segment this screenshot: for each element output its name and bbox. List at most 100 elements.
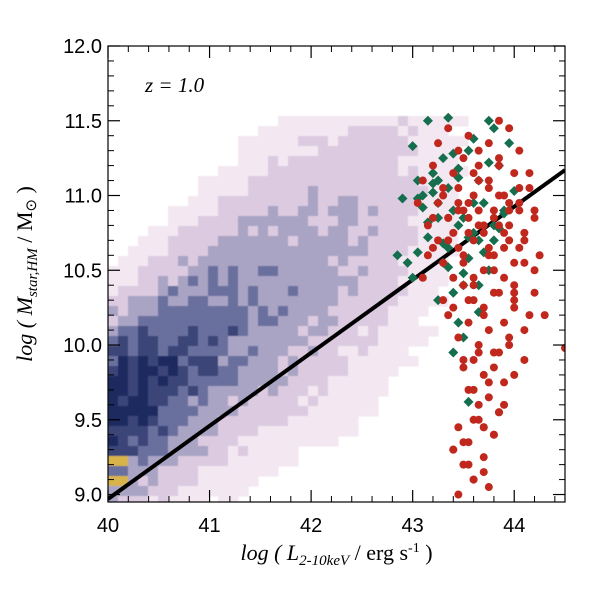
density-cell (188, 376, 199, 387)
density-cell (258, 246, 269, 257)
density-cell (158, 316, 169, 327)
density-cell (308, 406, 319, 417)
density-cell (138, 246, 149, 257)
density-cell (188, 276, 199, 287)
density-cell (178, 456, 189, 467)
red-circle-point (484, 176, 493, 185)
density-cell (408, 306, 419, 317)
density-cell (208, 176, 219, 187)
density-cell (428, 146, 439, 157)
density-cell (128, 446, 139, 457)
red-circle-point (469, 236, 478, 245)
density-cell (168, 276, 179, 287)
density-cell (278, 376, 289, 387)
density-cell (398, 126, 409, 137)
density-cell (148, 226, 159, 237)
density-cell (438, 136, 449, 147)
density-cell (138, 476, 149, 487)
density-cell (128, 296, 139, 307)
density-cell (378, 286, 389, 297)
density-cell (298, 326, 309, 337)
density-cell (138, 416, 149, 427)
density-cell (168, 456, 179, 467)
density-cell (168, 416, 179, 427)
density-cell (258, 376, 269, 387)
density-cell (378, 216, 389, 227)
density-cell (448, 156, 459, 167)
density-cell (158, 226, 169, 237)
density-cell (168, 436, 179, 447)
density-cell (408, 146, 419, 157)
density-cell (108, 386, 119, 397)
red-circle-point (494, 408, 503, 417)
x-label-unit: / erg s (349, 540, 408, 565)
density-cell (158, 466, 169, 477)
density-cell (278, 236, 289, 247)
density-cell (238, 336, 249, 347)
density-cell (198, 296, 209, 307)
density-cell (418, 326, 429, 337)
density-cell (168, 476, 179, 487)
density-cell (328, 406, 339, 417)
density-cell (248, 466, 259, 477)
density-cell (168, 296, 179, 307)
density-cell (208, 326, 219, 337)
density-cell (238, 286, 249, 297)
density-cell (178, 426, 189, 437)
density-cell (258, 286, 269, 297)
red-circle-point (454, 333, 463, 342)
density-cell (328, 176, 339, 187)
density-cell (438, 266, 449, 277)
density-cell (278, 386, 289, 397)
red-circle-point (474, 400, 483, 409)
density-cell (278, 186, 289, 197)
density-cell (328, 226, 339, 237)
density-cell (238, 406, 249, 417)
density-cell (208, 256, 219, 267)
density-cell (428, 266, 439, 277)
green-diamond-point (427, 187, 438, 198)
density-cell (298, 166, 309, 177)
density-cell (248, 306, 259, 317)
density-cell (278, 416, 289, 427)
density-cell (218, 276, 229, 287)
plot-frame (107, 45, 566, 503)
density-cell (438, 206, 449, 217)
density-cell (208, 316, 219, 327)
density-cell (278, 456, 289, 467)
density-cell (358, 156, 369, 167)
density-cell (388, 196, 399, 207)
density-cell (218, 486, 229, 497)
density-cell (308, 326, 319, 337)
density-cell (388, 276, 399, 287)
density-cell (108, 496, 119, 502)
density-cell (138, 436, 149, 447)
density-cell (238, 386, 249, 397)
red-circle-point (474, 146, 483, 155)
red-circle-point (459, 206, 468, 215)
density-cell (118, 436, 129, 447)
density-cell (118, 396, 129, 407)
density-cell (218, 226, 229, 237)
red-circle-point (505, 333, 514, 342)
density-cell (348, 276, 359, 287)
red-circle-point (540, 311, 549, 320)
density-cell (328, 286, 339, 297)
density-cell (348, 206, 359, 217)
red-circle-point (494, 116, 503, 125)
density-cell (248, 476, 259, 487)
density-cell (218, 476, 229, 487)
density-cell (248, 276, 259, 287)
density-cell (388, 246, 399, 257)
density-cell (208, 476, 219, 487)
density-cell (248, 416, 259, 427)
density-cell (178, 416, 189, 427)
density-cell (328, 366, 339, 377)
density-cell (258, 186, 269, 197)
density-cell (188, 466, 199, 477)
density-cell (168, 316, 179, 327)
density-cell (158, 366, 169, 377)
density-cell (278, 206, 289, 217)
density-cell (258, 346, 269, 357)
density-cell (118, 326, 129, 337)
